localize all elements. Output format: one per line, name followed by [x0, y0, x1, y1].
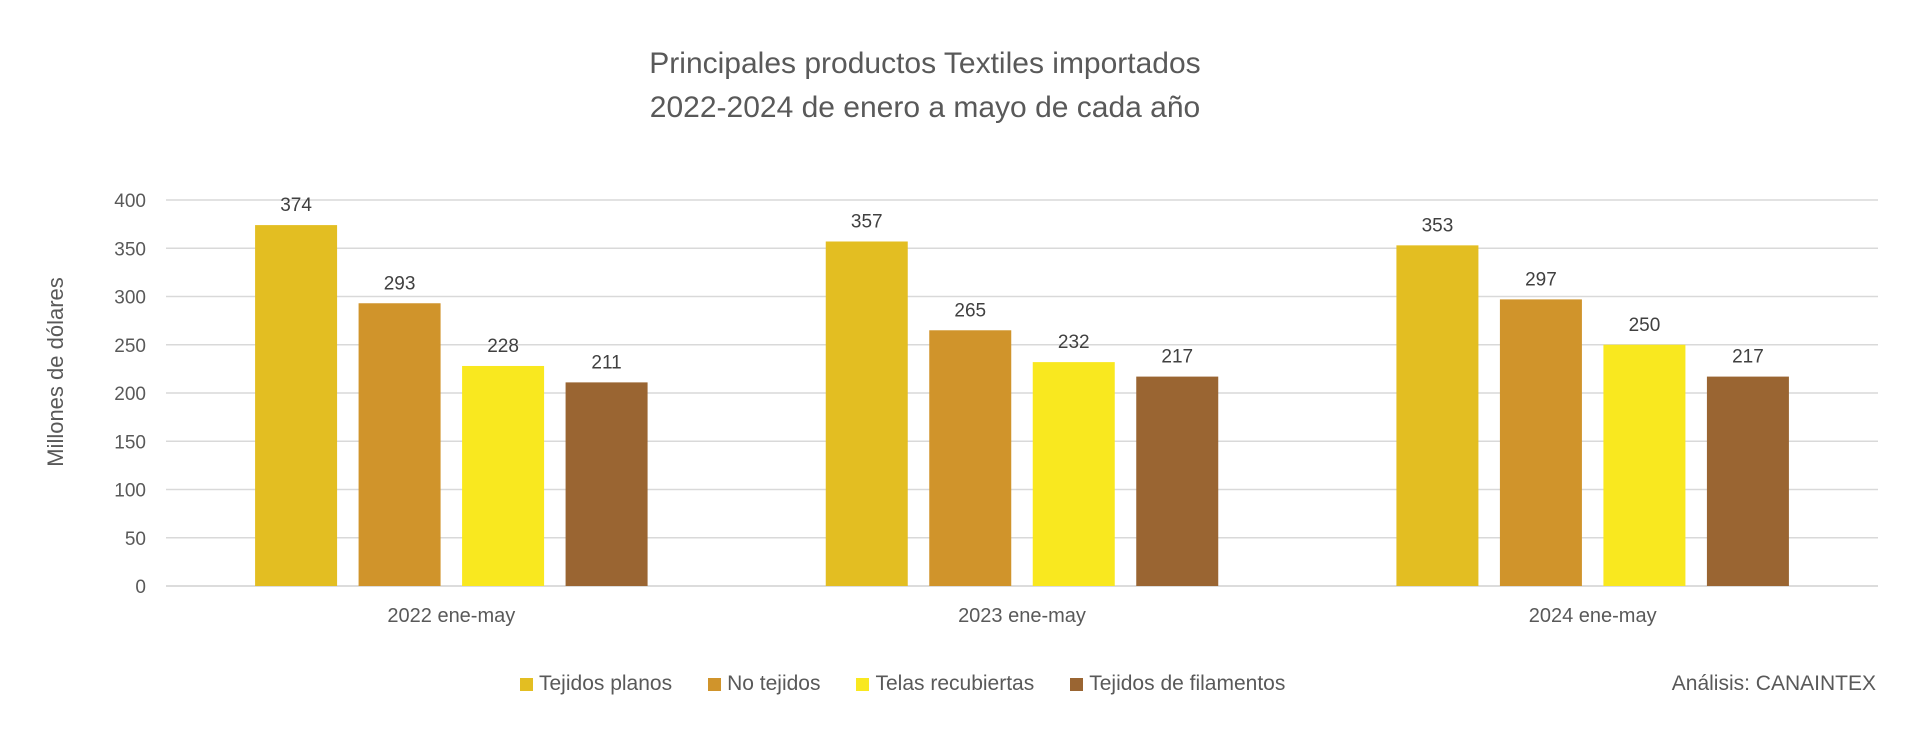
legend-item-telas-recubiertas: Telas recubiertas: [856, 672, 1034, 696]
bar: [825, 241, 908, 586]
data-label: 293: [384, 273, 416, 294]
y-tick-label: 200: [114, 384, 146, 405]
data-label: 232: [1058, 332, 1090, 353]
y-tick-label: 50: [125, 529, 146, 550]
data-label: 228: [487, 336, 519, 357]
x-tick-label: 2024 ene-may: [1529, 605, 1657, 627]
legend-swatch: [1070, 677, 1084, 691]
chart-title-line2: 2022-2024 de enero a mayo de cada año: [649, 91, 1201, 124]
y-tick-label: 350: [114, 239, 146, 260]
bar: [1499, 299, 1582, 586]
source-note: Análisis: CANAINTEX: [1671, 672, 1876, 695]
data-label: 217: [1732, 347, 1764, 368]
legend-label: Tejidos planos: [539, 672, 673, 695]
y-tick-label: 150: [114, 432, 146, 453]
legend-swatch: [856, 677, 870, 691]
bar: [462, 365, 545, 586]
legend-swatch: [520, 677, 533, 691]
x-tick-label: 2022 ene-may: [387, 605, 515, 627]
data-label: 211: [591, 352, 621, 373]
bar: [1603, 344, 1686, 586]
y-tick-label: 100: [114, 481, 146, 502]
data-label: 250: [1629, 315, 1661, 336]
chart-title: Principales productos Textiles importado…: [0, 42, 1850, 130]
legend-item-tejidos-de-filamentos: Tejidos de filamentos: [1070, 672, 1285, 696]
legend-label: Tejidos de filamentos: [1089, 672, 1286, 695]
y-tick-label: 300: [114, 288, 146, 309]
bar: [929, 330, 1012, 586]
data-label: 353: [1422, 215, 1454, 236]
x-tick-label: 2023 ene-may: [958, 605, 1086, 627]
data-label: 297: [1525, 269, 1557, 290]
legend-swatch: [708, 677, 722, 691]
bar: [565, 382, 648, 586]
legend-label: No tejidos: [727, 672, 821, 695]
legend-label: Telas recubiertas: [875, 672, 1035, 695]
bar: [1706, 376, 1789, 586]
y-tick-label: 0: [135, 577, 146, 598]
legend: Tejidos planos No tejidos Telas recubier…: [520, 672, 1285, 696]
bar: [1136, 376, 1219, 586]
data-label: 265: [954, 300, 986, 321]
data-label: 357: [851, 211, 883, 232]
bar: [1032, 362, 1115, 586]
data-label: 374: [280, 195, 312, 216]
bar: [358, 303, 441, 586]
bar: [255, 225, 338, 586]
legend-item-tejidos-planos: Tejidos planos: [520, 672, 672, 696]
bar: [1396, 245, 1479, 587]
legend-item-no-tejidos: No tejidos: [708, 672, 820, 696]
y-tick-label: 250: [114, 336, 146, 357]
y-tick-label: 400: [114, 191, 146, 212]
chart-title-line1: Principales productos Textiles importado…: [649, 47, 1201, 80]
data-label: 217: [1161, 347, 1193, 368]
